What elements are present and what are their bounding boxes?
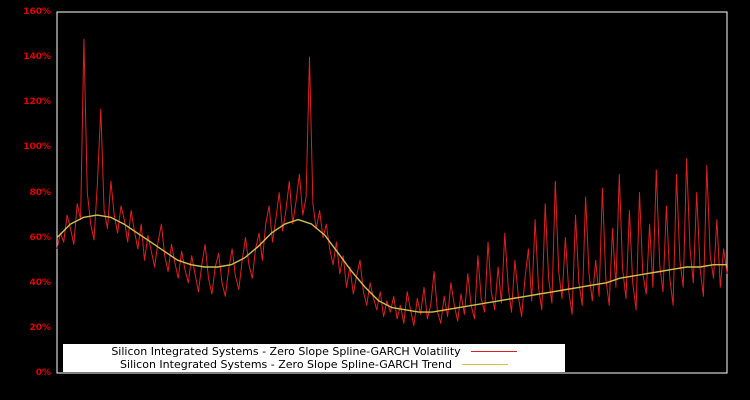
y-axis-tick-label: 20% bbox=[29, 322, 51, 333]
legend-line-sample-trend bbox=[461, 364, 508, 365]
y-axis-tick-label: 120% bbox=[23, 97, 51, 108]
legend-label-trend: Silicon Integrated Systems - Zero Slope … bbox=[120, 358, 452, 371]
y-axis-tick-label: 40% bbox=[29, 277, 51, 288]
legend-box: Silicon Integrated Systems - Zero Slope … bbox=[63, 344, 565, 372]
plot-frame bbox=[56, 11, 728, 374]
y-axis-tick-label: 80% bbox=[29, 187, 51, 198]
y-axis-tick-label: 0% bbox=[35, 368, 51, 378]
legend-row-trend: Silicon Integrated Systems - Zero Slope … bbox=[67, 358, 561, 371]
y-axis-tick-label: 60% bbox=[29, 232, 51, 243]
volatility-line bbox=[56, 38, 728, 327]
legend-line-sample-volatility bbox=[470, 351, 517, 352]
legend-row-volatility: Silicon Integrated Systems - Zero Slope … bbox=[67, 345, 561, 358]
legend-label-volatility: Silicon Integrated Systems - Zero Slope … bbox=[111, 345, 461, 358]
y-axis-tick-label: 100% bbox=[23, 142, 51, 153]
y-axis-tick-label: 160% bbox=[23, 7, 51, 17]
y-axis-tick-label: 140% bbox=[23, 52, 51, 63]
trend-line bbox=[56, 214, 727, 313]
